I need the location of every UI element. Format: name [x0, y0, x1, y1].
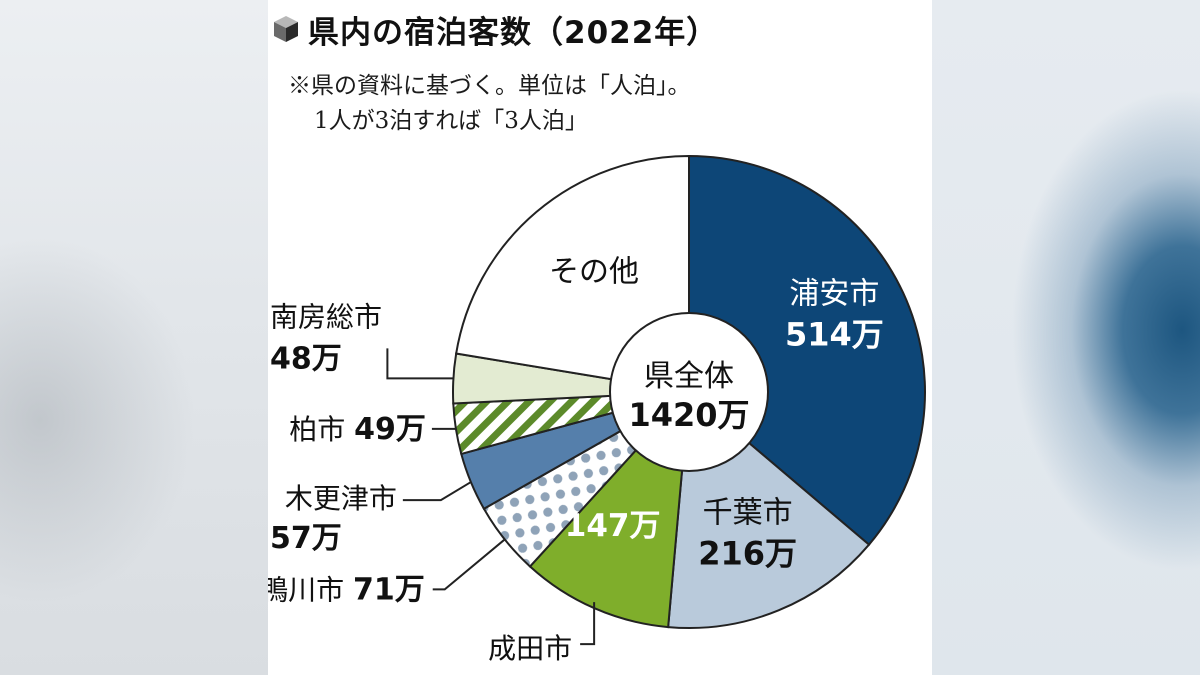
leader-3 — [432, 538, 506, 591]
center-label: 県全体 — [644, 359, 734, 394]
page-title: 県内の宿泊客数（2022年） — [308, 14, 719, 51]
label-name-1: 千葉市 — [703, 496, 793, 531]
label-value-2: 147万 — [565, 508, 661, 544]
label-value-1: 216万 — [698, 535, 797, 573]
label-name-0: 浦安市 — [789, 277, 879, 312]
center-value: 1420万 — [628, 396, 749, 434]
leader-4 — [402, 481, 472, 502]
label-value-0: 514万 — [785, 316, 884, 354]
note-line-1: ※県の資料に基づく。単位は「人泊」。 — [288, 73, 691, 99]
chart-card: 県内の宿泊客数（2022年） ※県の資料に基づく。単位は「人泊」。 1人が3泊す… — [268, 0, 932, 675]
label-name-7: その他 — [549, 255, 639, 290]
cube-icon — [274, 16, 298, 42]
label-name-4: 木更津市 — [285, 482, 397, 515]
label-3: 鴨川市 71万 — [268, 572, 425, 607]
leader-2 — [580, 602, 596, 646]
leader-6 — [386, 348, 454, 380]
label-value-6: 48万 — [270, 341, 342, 376]
label-5: 柏市 49万 — [289, 412, 426, 447]
background-left — [0, 0, 268, 675]
title-row: 県内の宿泊客数（2022年） — [272, 6, 718, 52]
label-name-6: 南房総市 — [270, 300, 382, 333]
note-line-2: 1人が3泊すれば「3人泊」 — [314, 108, 588, 134]
label-value-4: 57万 — [270, 521, 342, 556]
pie-slice-7 — [455, 154, 690, 394]
pie-slice-0 — [688, 154, 926, 547]
background-right — [932, 0, 1200, 675]
donut-hole — [609, 312, 769, 472]
label-name-2: 成田市 — [488, 632, 572, 665]
